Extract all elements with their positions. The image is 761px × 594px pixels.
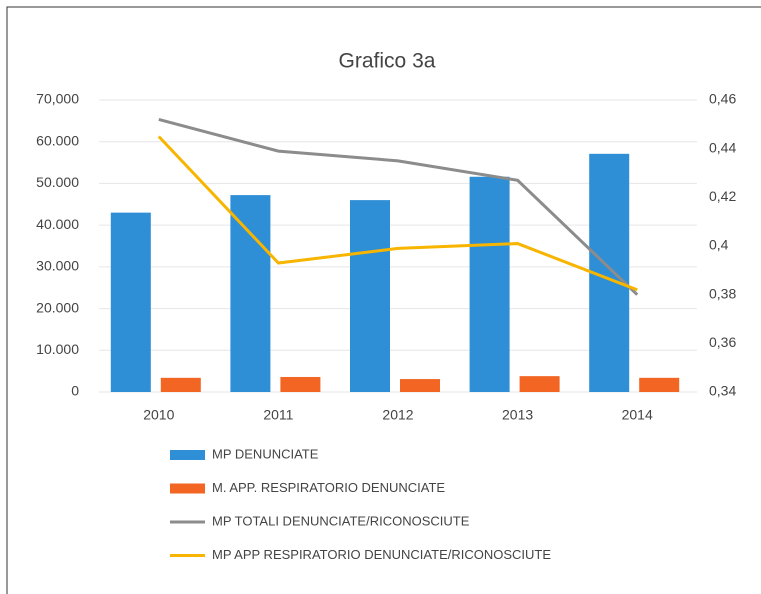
bar [350, 200, 390, 392]
y-tick-label: 10.000 [36, 341, 79, 357]
y2-tick-label: 0,46 [709, 91, 736, 107]
line [157, 135, 638, 292]
legend-label: M. APP. RESPIRATORIO DENUNCIATE [212, 480, 445, 495]
x-tick-label: 2013 [502, 407, 533, 423]
bar [400, 379, 440, 392]
y2-tick-label: 0,44 [709, 139, 736, 155]
line [158, 118, 639, 296]
bar [280, 376, 321, 392]
x-tick-label: 2012 [382, 407, 413, 423]
y2-tick-label: 0,36 [709, 334, 736, 350]
x-tick-label: 2010 [143, 407, 174, 423]
y-tick-label: 50.000 [36, 174, 79, 190]
chart-title: Grafico 3a [339, 50, 436, 73]
y-tick-label: 40.000 [36, 216, 79, 232]
legend-label: MP TOTALI DENUNCIATE/RICONOSCIUTE [212, 513, 470, 528]
y-tick-label: 0 [71, 383, 79, 399]
legend-swatch [170, 483, 205, 494]
y2-tick-label: 0,38 [709, 285, 736, 301]
y-tick-label: 20.000 [36, 299, 79, 315]
bar [160, 377, 201, 392]
y-tick-label: 30.000 [36, 258, 79, 274]
legend-label: MP APP RESPIRATORIO DENUNCIATE/RICONOSCI… [212, 547, 551, 562]
bar [110, 212, 151, 392]
y-tick-label: 60.000 [36, 132, 79, 148]
legend-label: MP DENUNCIATE [212, 446, 319, 461]
bar [519, 376, 560, 392]
x-tick-label: 2011 [263, 407, 293, 423]
y2-tick-label: 0,42 [709, 188, 736, 204]
legend-swatch [170, 450, 205, 460]
x-tick-label: 2014 [622, 407, 653, 423]
bar [639, 377, 680, 392]
y2-tick-label: 0,34 [709, 383, 736, 399]
y-tick-label: 70,000 [36, 91, 79, 107]
bar [469, 176, 510, 392]
y2-tick-label: 0,4 [709, 237, 729, 253]
bar [230, 195, 271, 392]
